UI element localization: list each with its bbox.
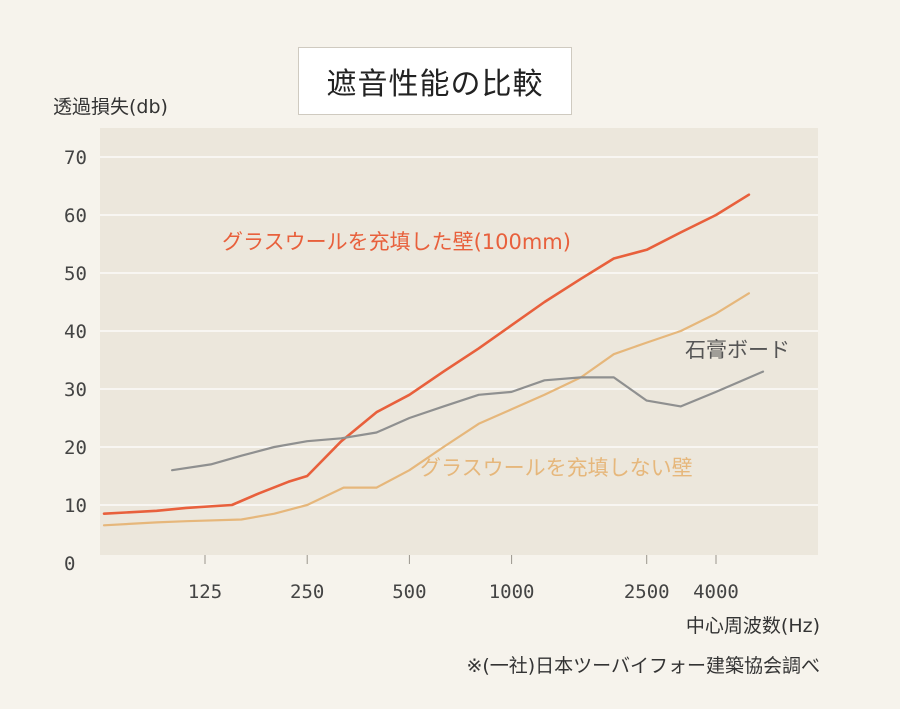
y-axis-ticks: 0 10 20 30 40 50 60 70 — [64, 147, 87, 575]
x-tick-4000: 4000 — [693, 581, 739, 603]
x-tick-1000: 1000 — [489, 581, 535, 603]
series-label-glasswool-unfilled: グラスウールを充填しない壁 — [420, 456, 693, 480]
series-line-2 — [171, 370, 765, 472]
y-tick-70: 70 — [64, 147, 87, 169]
y-tick-20: 20 — [64, 437, 87, 459]
series-label-gypsum: 石膏ボード — [685, 338, 790, 362]
x-tick-2500: 2500 — [624, 581, 670, 603]
y-tick-30: 30 — [64, 379, 87, 401]
series-line-1 — [102, 292, 750, 527]
y-tick-60: 60 — [64, 205, 87, 227]
y-axis-label: 透過損失(db) — [53, 96, 168, 118]
x-axis-ticks: 125 250 500 1000 2500 4000 — [188, 555, 739, 603]
y-tick-0: 0 — [64, 553, 75, 575]
y-tick-10: 10 — [64, 495, 87, 517]
chart-title: 遮音性能の比較 — [298, 47, 572, 115]
series-line-0 — [102, 193, 751, 515]
x-tick-125: 125 — [188, 581, 222, 603]
plot-area — [100, 128, 818, 555]
y-tick-50: 50 — [64, 263, 87, 285]
x-tick-500: 500 — [392, 581, 426, 603]
x-tick-250: 250 — [290, 581, 324, 603]
series-label-glasswool-filled: グラスウールを充填した壁(100mm) — [222, 230, 571, 254]
x-axis-label: 中心周波数(Hz) — [685, 615, 820, 637]
series-lines — [102, 193, 765, 527]
source-note: ※(一社)日本ツーバイフォー建築協会調べ — [466, 655, 820, 677]
y-tick-40: 40 — [64, 321, 87, 343]
